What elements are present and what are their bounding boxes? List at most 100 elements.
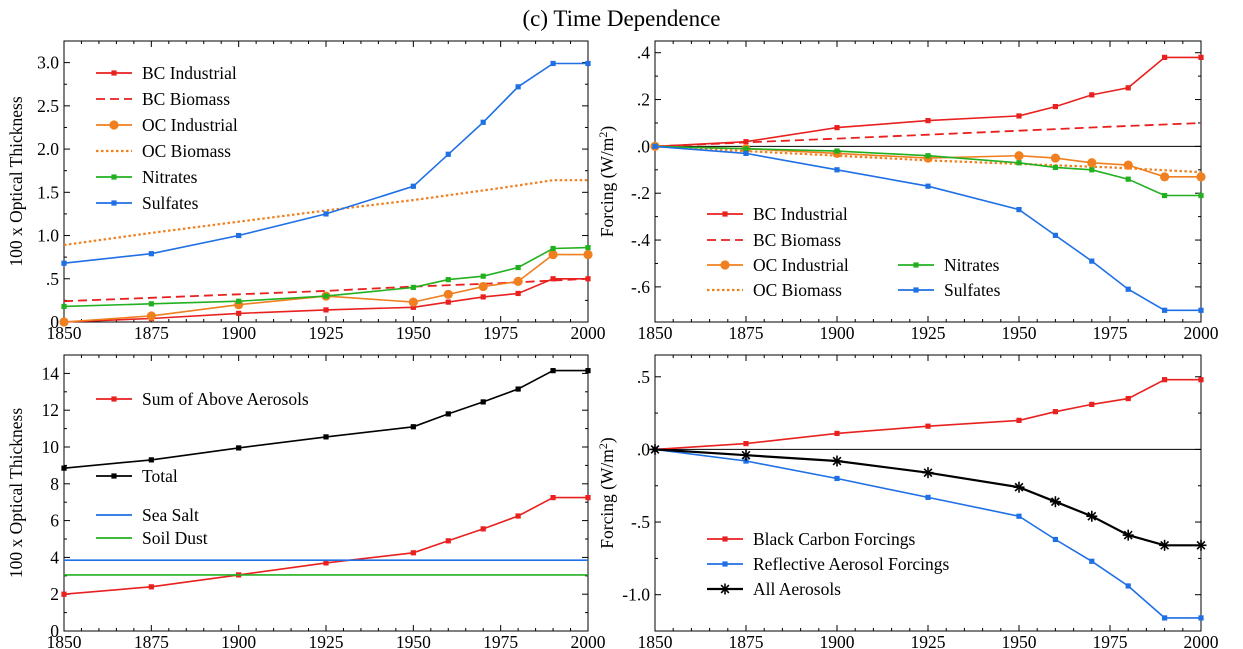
y-axis-label: Forcing (W/m2)	[596, 126, 617, 238]
legend-item-reflective-aerosol-forcings: Reflective Aerosol Forcings	[707, 554, 950, 574]
x-tick-label: 1875	[134, 632, 169, 649]
data-point	[1089, 558, 1095, 564]
series-nitrates	[61, 245, 591, 310]
x-tick-label: 1925	[911, 323, 946, 343]
series-line	[654, 145, 1201, 178]
panel-top-left: 1850 1875 1900 1925 1950 1975 2000 0 .5 1.0 1.5 2.0…	[6, 40, 606, 343]
series-line	[654, 378, 1201, 451]
data-point	[1162, 192, 1168, 199]
y-tick-label: 4	[50, 547, 59, 567]
x-tick-label: 1850	[638, 323, 673, 343]
y-tick-label: -1.0	[622, 585, 650, 605]
legend-marker	[111, 473, 117, 479]
data-point	[1089, 258, 1095, 264]
y-tick-label: -.5	[631, 512, 650, 532]
data-point	[408, 297, 418, 307]
legend-marker	[111, 70, 117, 76]
data-point	[550, 60, 556, 67]
data-point	[1125, 583, 1131, 589]
legend-label: Total	[142, 466, 178, 486]
legend-label: BC Biomass	[142, 89, 230, 109]
y-tick-label: 8	[50, 474, 59, 494]
data-point	[1016, 207, 1022, 213]
data-point	[1052, 536, 1058, 543]
legend-item-black-carbon-forcings: Black Carbon Forcings	[707, 529, 916, 549]
x-tick-label: 1975	[483, 632, 518, 649]
legend-marker	[109, 120, 119, 130]
data-point	[743, 458, 749, 464]
series-line	[654, 145, 1201, 312]
data-point	[236, 310, 242, 316]
y-tick-label: 1.5	[37, 182, 59, 202]
panel-bottom-right: 1850 1875 1900 1925 1950 1975 2000 -1.0 -.5 .0 .5 F…	[596, 354, 1219, 649]
legend-item-sea-salt: Sea Salt	[96, 505, 199, 525]
legend-label: Sea Salt	[142, 505, 199, 525]
data-point	[834, 430, 840, 437]
x-tick-label: 1875	[729, 323, 764, 343]
data-point	[445, 299, 451, 305]
y-tick-label: 2	[50, 584, 59, 604]
data-point	[236, 232, 242, 239]
y-tick-label: 2.0	[37, 139, 59, 159]
data-point	[61, 465, 67, 471]
y-tick-label: -.4	[631, 230, 650, 250]
data-point	[550, 276, 556, 282]
legend-item-all-aerosols: All Aerosols	[707, 579, 841, 599]
legend-label: OC Industrial	[753, 255, 849, 275]
series-line	[654, 145, 1201, 197]
series-sum-of-above-aerosols	[61, 495, 591, 597]
legend-item-total: Total	[96, 466, 178, 486]
data-point	[148, 457, 154, 463]
data-point	[1014, 151, 1024, 161]
series-bc-biomass	[63, 277, 589, 303]
legend: Black Carbon Forcings Reflective Aerosol …	[707, 529, 950, 599]
legend-item-sulfates: Sulfates	[898, 280, 1001, 300]
data-point	[1050, 153, 1060, 163]
data-point	[410, 284, 416, 291]
data-point	[1016, 513, 1022, 519]
data-point	[445, 538, 451, 544]
series-line	[63, 253, 588, 323]
series-line	[654, 56, 1201, 148]
legend-label: Sum of Above Aerosols	[142, 389, 309, 409]
data-point	[445, 411, 451, 417]
legend-label: OC Industrial	[142, 115, 238, 135]
data-point	[834, 148, 840, 154]
data-point	[1162, 307, 1168, 313]
data-point	[550, 245, 556, 252]
legend-item-bc-biomass: BC Biomass	[707, 230, 841, 250]
legend-item-nitrates: Nitrates	[898, 255, 1000, 275]
x-tick-label: 1850	[47, 323, 82, 343]
legend-marker	[111, 174, 117, 180]
data-point	[1122, 529, 1134, 541]
data-point	[1162, 615, 1168, 621]
data-point	[1125, 85, 1131, 91]
x-tick-label: 1925	[309, 632, 344, 649]
series-line	[63, 62, 588, 264]
data-point	[480, 119, 486, 125]
data-point	[515, 264, 521, 271]
series-bc-industrial	[652, 54, 1204, 149]
y-tick-label: 6	[50, 511, 59, 531]
series-bc-biomass	[654, 122, 1202, 148]
legend-label: All Aerosols	[753, 579, 841, 599]
legend-item-oc-biomass: OC Biomass	[96, 141, 231, 161]
series-sulfates	[61, 60, 591, 266]
x-tick-label: 1900	[221, 323, 256, 343]
data-point	[585, 368, 591, 374]
data-point	[585, 245, 591, 251]
data-point	[410, 304, 416, 310]
legend-marker	[111, 200, 117, 206]
legend-item-oc-biomass: OC Biomass	[707, 280, 842, 300]
data-point	[652, 143, 658, 149]
x-tick-label: 1875	[729, 632, 764, 649]
x-tick-label: 1925	[911, 632, 946, 649]
data-point	[1125, 176, 1131, 182]
legend-label: OC Biomass	[753, 280, 842, 300]
data-point	[443, 289, 453, 299]
data-point	[834, 125, 840, 131]
series-total	[61, 368, 591, 471]
legend-label: Sulfates	[142, 193, 199, 213]
data-point	[585, 276, 591, 282]
data-point	[323, 434, 329, 440]
